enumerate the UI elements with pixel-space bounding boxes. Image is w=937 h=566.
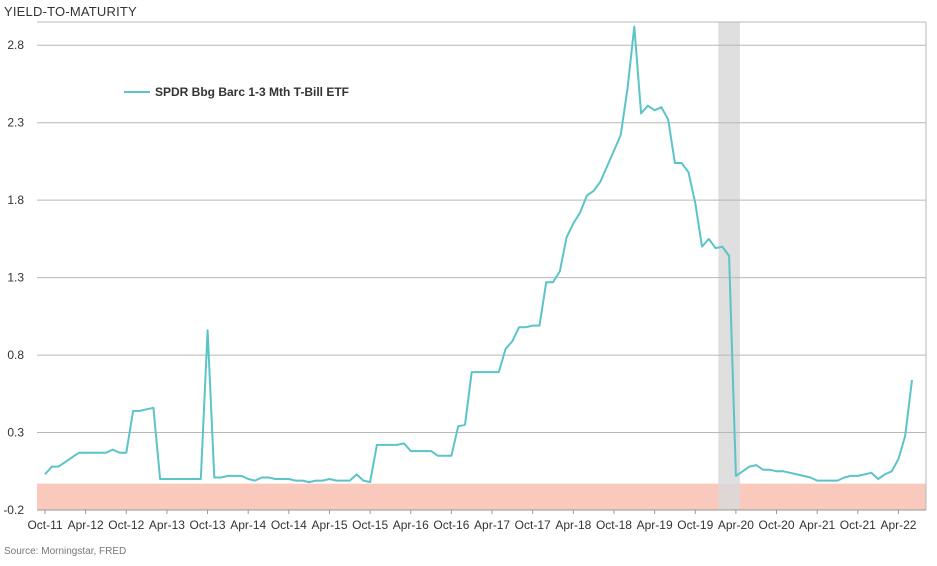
chart-title: YIELD-TO-MATURITY [4,4,137,19]
y-tick-label: 1.3 [7,271,24,285]
y-axis: -0.2 0.3 0.8 1.3 1.8 2.3 2.8 [3,38,24,517]
x-axis: Oct-11 Apr-12 Oct-12 Apr-13 Oct-13 Apr-14 Oct-… [27,510,917,532]
y-tick-label: 2.3 [7,116,24,130]
x-tick-label: Apr-17 [474,518,510,532]
x-tick-label: Oct-13 [190,518,226,532]
y-tick-label: 2.8 [7,38,24,52]
x-tick-label: Apr-20 [718,518,754,532]
x-tick-label: Oct-14 [271,518,307,532]
x-tick-label: Apr-14 [230,518,266,532]
series-line-0 [44,25,913,484]
x-tick-label: Apr-19 [637,518,673,532]
x-tick-label: Apr-22 [880,518,916,532]
y-tick-label: 1.8 [7,193,24,207]
negative-yield-band [37,483,926,510]
legend-label: SPDR Bbg Barc 1-3 Mth T-Bill ETF [155,85,349,99]
x-tick-label: Oct-16 [433,518,469,532]
x-tick-label: Oct-17 [515,518,551,532]
x-tick-label: Oct-12 [108,518,144,532]
x-tick-label: Oct-11 [27,518,62,532]
x-tick-label: Apr-16 [393,518,429,532]
x-tick-label: Apr-12 [68,518,104,532]
y-tick-label: 0.8 [7,348,24,362]
x-tick-label: Oct-18 [596,518,632,532]
x-tick-label: Oct-15 [352,518,388,532]
x-tick-label: Apr-15 [311,518,347,532]
source-note: Source: Morningstar, FRED [4,546,127,557]
x-tick-label: Oct-21 [840,518,876,532]
legend: SPDR Bbg Barc 1-3 Mth T-Bill ETF [124,85,349,99]
x-tick-label: Apr-13 [149,518,185,532]
series-layer [44,25,913,484]
x-tick-label: Apr-18 [555,518,591,532]
x-tick-label: Oct-19 [677,518,713,532]
y-tick-label: 0.3 [7,426,24,440]
y-tick-label: -0.2 [3,503,24,517]
grid-layer [37,21,927,511]
x-tick-label: Oct-20 [759,518,795,532]
negative-band-layer [37,483,926,510]
x-tick-label: Apr-21 [799,518,835,532]
